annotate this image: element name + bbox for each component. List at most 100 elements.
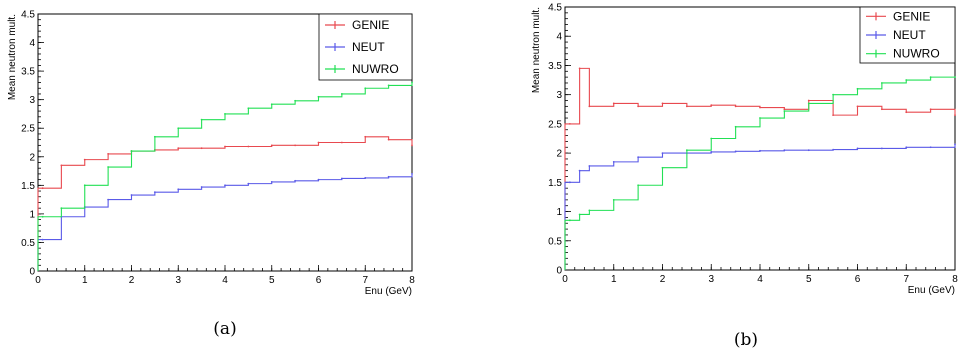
data-point-neut <box>905 146 908 149</box>
data-point-nuwro <box>270 103 273 106</box>
data-point-genie <box>568 122 571 125</box>
data-point-genie <box>247 145 250 148</box>
panel-caption: (a) <box>213 319 236 339</box>
legend-label-neut: NEUT <box>893 28 926 42</box>
data-point-neut <box>224 184 226 187</box>
data-point-nuwro <box>340 93 343 95</box>
data-point-nuwro <box>317 95 320 98</box>
legend-label-genie: GENIE <box>893 9 930 23</box>
x-tick-label: 4 <box>757 274 763 285</box>
data-point-nuwro <box>224 113 226 115</box>
data-point-nuwro <box>734 125 737 128</box>
data-point-neut <box>880 147 883 150</box>
y-tick-label: 0 <box>29 267 35 278</box>
data-point-genie <box>612 102 615 105</box>
data-point-genie <box>83 158 86 161</box>
x-axis-label: Enu (GeV) <box>908 285 955 296</box>
data-point-nuwro <box>905 79 908 81</box>
y-tick-label: 0 <box>556 266 562 277</box>
y-tick-label: 1.5 <box>548 178 562 189</box>
data-point-genie <box>954 114 956 117</box>
x-tick-label: 0 <box>35 275 41 286</box>
panel-caption: (b) <box>734 330 758 350</box>
data-point-genie <box>905 111 908 114</box>
y-tick-label: 1 <box>556 207 562 218</box>
data-point-nuwro <box>130 150 133 152</box>
data-point-nuwro <box>588 209 591 212</box>
data-point-nuwro <box>807 102 810 105</box>
data-point-nuwro <box>856 87 859 90</box>
data-point-neut <box>200 186 203 188</box>
y-axis-label: Mean neutron mult. <box>531 7 542 93</box>
data-point-nuwro <box>568 219 571 222</box>
data-point-neut <box>578 169 581 172</box>
data-point-genie <box>107 153 110 155</box>
data-point-genie <box>661 102 664 105</box>
series-line-genie <box>564 67 956 270</box>
data-point-nuwro <box>759 117 761 119</box>
y-tick-label: 4 <box>556 32 562 43</box>
data-point-neut <box>637 156 640 159</box>
x-tick-label: 8 <box>409 275 415 286</box>
legend-label-nuwro: NUWRO <box>893 47 940 61</box>
data-point-nuwro <box>247 107 250 110</box>
data-point-neut <box>177 188 180 191</box>
data-point-genie <box>880 108 883 111</box>
data-point-genie <box>685 105 688 108</box>
data-point-nuwro <box>880 82 883 84</box>
data-point-genie <box>270 144 273 147</box>
data-point-genie <box>340 141 343 144</box>
y-tick-label: 2 <box>29 152 35 163</box>
data-point-genie <box>734 105 737 108</box>
y-tick-label: 3.5 <box>21 67 35 78</box>
data-point-genie <box>224 145 226 148</box>
series-line-nuwro <box>37 82 413 271</box>
data-point-neut <box>247 182 250 185</box>
data-point-neut <box>317 178 320 181</box>
x-tick-label: 1 <box>82 275 88 286</box>
data-point-nuwro <box>177 127 180 130</box>
data-point-nuwro <box>685 149 688 152</box>
y-tick-label: 0.5 <box>21 238 35 249</box>
data-point-genie <box>177 147 180 150</box>
x-tick-label: 7 <box>362 275 368 286</box>
data-point-nuwro <box>294 99 297 102</box>
legend-label-genie: GENIE <box>352 18 389 32</box>
data-point-neut <box>759 149 761 152</box>
x-tick-label: 6 <box>855 274 861 285</box>
x-tick-label: 3 <box>708 274 714 285</box>
data-point-nuwro <box>153 135 156 138</box>
y-tick-label: 3 <box>29 95 35 106</box>
y-axis-label: Mean neutron mult. <box>7 14 18 100</box>
y-tick-label: 0.5 <box>548 236 562 247</box>
data-point-nuwro <box>364 87 367 90</box>
y-tick-label: 4.5 <box>21 10 35 21</box>
data-point-genie <box>41 187 44 190</box>
data-point-nuwro <box>387 84 390 87</box>
data-point-genie <box>929 108 932 111</box>
data-point-neut <box>661 152 664 155</box>
legend-label-nuwro: NUWRO <box>352 62 399 76</box>
data-point-neut <box>832 148 835 151</box>
data-point-neut <box>929 146 932 149</box>
data-point-nuwro <box>929 76 932 79</box>
data-point-neut <box>294 179 297 182</box>
data-point-neut <box>856 147 859 150</box>
data-point-neut <box>41 238 44 241</box>
data-point-neut <box>270 181 273 183</box>
data-point-neut <box>734 150 737 153</box>
y-tick-label: 2.5 <box>21 124 35 135</box>
data-point-genie <box>294 144 297 147</box>
data-point-neut <box>568 181 571 184</box>
data-point-neut <box>807 149 810 152</box>
x-tick-label: 4 <box>222 275 228 286</box>
series-line-genie <box>37 136 413 271</box>
data-point-nuwro <box>710 137 713 140</box>
data-point-nuwro <box>107 166 110 168</box>
data-point-genie <box>411 144 413 147</box>
x-tick-label: 0 <box>562 274 568 285</box>
data-point-genie <box>832 114 835 117</box>
data-point-nuwro <box>637 184 640 187</box>
data-point-nuwro <box>612 198 615 201</box>
